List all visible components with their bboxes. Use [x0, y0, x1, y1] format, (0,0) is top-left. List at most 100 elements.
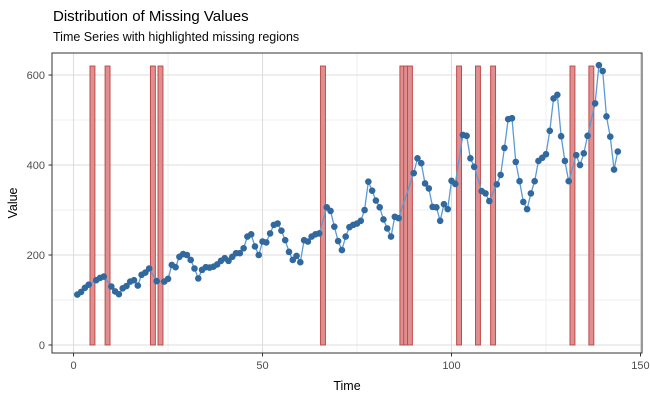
- x-axis-title: Time: [333, 379, 360, 393]
- data-point: [572, 151, 580, 159]
- data-point: [417, 159, 425, 167]
- x-tick-label: 0: [70, 360, 76, 372]
- missing-region-bar: [149, 65, 156, 346]
- data-point: [304, 238, 312, 245]
- data-point: [576, 161, 584, 169]
- data-point: [274, 220, 281, 227]
- chart-title: Distribution of Missing Values: [53, 8, 249, 25]
- data-point: [191, 265, 198, 272]
- data-point: [387, 233, 395, 240]
- data-point: [508, 114, 516, 122]
- chart-subtitle: Time Series with highlighted missing reg…: [53, 30, 300, 44]
- missing-region-bar: [157, 65, 164, 346]
- data-point: [361, 206, 368, 214]
- data-point: [266, 230, 274, 237]
- data-point: [595, 61, 603, 69]
- missing-region-bar: [490, 65, 497, 346]
- data-point: [383, 225, 391, 232]
- data-point: [327, 207, 334, 215]
- data-point: [172, 263, 179, 271]
- data-point: [315, 230, 323, 237]
- data-point: [425, 185, 433, 192]
- data-point: [463, 132, 470, 140]
- missing-region-bar: [406, 65, 413, 346]
- data-point: [414, 154, 421, 162]
- data-point: [421, 180, 429, 187]
- series-points: [74, 61, 622, 298]
- data-point: [527, 190, 535, 197]
- data-point: [603, 113, 610, 120]
- y-tick-label: 600: [27, 70, 45, 82]
- data-point: [542, 150, 550, 158]
- data-point: [357, 217, 365, 225]
- data-point: [123, 282, 130, 290]
- data-point: [606, 133, 614, 140]
- data-point: [85, 281, 92, 289]
- data-point: [436, 217, 444, 225]
- data-point: [263, 239, 270, 246]
- x-tick-label: 100: [442, 360, 460, 372]
- data-point: [331, 223, 338, 230]
- data-point: [444, 205, 452, 213]
- data-point: [380, 216, 387, 223]
- data-point: [565, 177, 572, 185]
- data-point: [108, 283, 115, 290]
- missing-region-bar: [569, 65, 576, 346]
- data-point: [183, 251, 191, 259]
- data-point: [523, 205, 531, 213]
- missing-region-bar: [89, 65, 96, 346]
- data-point: [497, 171, 504, 179]
- data-point: [554, 91, 561, 99]
- data-point: [561, 157, 569, 165]
- data-point: [610, 166, 618, 173]
- data-point: [164, 275, 172, 283]
- data-point: [100, 273, 108, 280]
- data-point: [516, 177, 523, 185]
- data-point: [433, 204, 440, 211]
- y-tick-label: 0: [39, 340, 45, 352]
- data-point: [467, 154, 474, 162]
- data-point: [410, 169, 418, 177]
- panel-border: [51, 52, 643, 354]
- y-tick-label: 400: [27, 160, 45, 172]
- data-point: [531, 177, 538, 185]
- tick-labels: 0 50 100 150 0 200 400 600: [27, 70, 650, 372]
- data-point: [247, 231, 255, 238]
- data-point: [470, 163, 478, 171]
- data-point: [255, 251, 263, 259]
- data-point: [115, 290, 123, 298]
- data-point: [520, 198, 527, 206]
- data-point: [599, 67, 606, 75]
- y-axis-title: Value: [6, 187, 20, 218]
- data-point: [278, 227, 285, 235]
- data-point: [451, 180, 459, 188]
- missing-region-bar: [588, 65, 595, 346]
- data-point: [194, 275, 202, 282]
- data-point: [240, 244, 247, 252]
- data-point: [236, 249, 244, 257]
- data-point: [153, 277, 160, 285]
- data-point: [493, 181, 501, 188]
- data-point: [187, 256, 195, 264]
- data-point: [365, 178, 372, 185]
- missing-region-bar: [475, 65, 481, 346]
- data-point: [368, 187, 376, 194]
- missing-region-bar: [104, 65, 111, 346]
- data-point: [376, 204, 383, 211]
- data-point: [501, 144, 508, 152]
- x-tick-label: 50: [256, 360, 268, 372]
- data-point: [130, 276, 138, 284]
- y-tick-label: 200: [27, 250, 45, 262]
- data-point: [482, 190, 489, 197]
- data-point: [285, 248, 293, 256]
- data-point: [584, 132, 591, 140]
- axis-ticks: [48, 74, 641, 357]
- data-point: [134, 282, 142, 289]
- data-point: [512, 158, 520, 166]
- data-point: [293, 252, 300, 260]
- data-point: [546, 127, 554, 135]
- missing-region-bars: [89, 65, 595, 346]
- data-point: [591, 100, 599, 107]
- data-point: [338, 246, 346, 254]
